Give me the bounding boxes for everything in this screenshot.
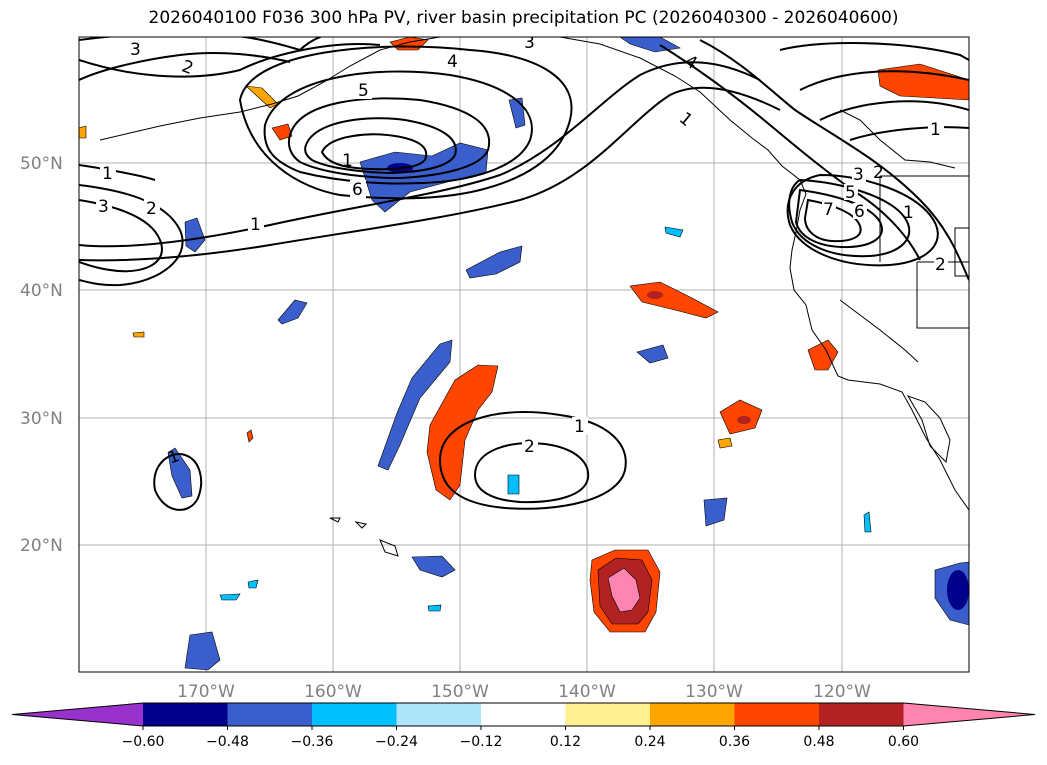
map-title: 2026040100 F036 300 hPa PV, river basin … — [148, 8, 899, 28]
precip-positive-area — [426, 364, 499, 501]
gridlines — [79, 37, 969, 672]
colorbar-tick-label: −0.24 — [375, 734, 418, 750]
colorbar-tick-label: 0.12 — [550, 734, 581, 750]
precip-positive-area — [717, 437, 733, 449]
precip-strong-positive-area — [647, 291, 663, 299]
precip-negative-area — [863, 511, 872, 533]
colorbar-swatch — [819, 703, 904, 726]
lon-label: 130°W — [685, 682, 743, 702]
lon-label: 150°W — [431, 682, 489, 702]
lon-label: 170°W — [177, 682, 235, 702]
precip-negative-area — [377, 339, 453, 471]
colorbar-swatch — [312, 703, 397, 726]
contour-label: 6 — [854, 202, 865, 222]
precip-negative-area — [219, 593, 241, 601]
contour-label: 1 — [675, 108, 696, 130]
precip-positive-area — [79, 125, 87, 139]
colorbar-swatch — [396, 703, 482, 726]
contour-label: 5 — [845, 183, 856, 203]
precip-positive-area — [877, 63, 969, 101]
colorbar-swatch — [650, 703, 735, 726]
lon-label: 140°W — [558, 682, 616, 702]
pv-contours — [79, 37, 969, 511]
colorbar-tick-label: 0.48 — [803, 734, 834, 750]
precip-negative-area — [664, 226, 684, 238]
contour-label: 1 — [574, 417, 585, 437]
precip-negative-area — [507, 474, 520, 495]
contour-label: 7 — [823, 200, 834, 220]
precip-negative-area — [184, 631, 221, 671]
colorbar-tick-label: 0.24 — [634, 734, 665, 750]
precip-positive-area — [807, 339, 839, 371]
precip-positive-area — [389, 37, 429, 51]
contour-label: 3 — [98, 197, 109, 217]
contour-label: 1 — [250, 215, 261, 235]
precip-negative-area — [277, 299, 308, 325]
colorbar-tick-label: 0.60 — [888, 734, 919, 750]
contour-label: 2 — [524, 437, 535, 457]
contour-label: 1 — [102, 164, 113, 184]
colorbar: −0.60 −0.48 −0.36 −0.24 −0.12 0.12 0.24 0.36 0.4… — [11, 702, 1036, 750]
contour-label: 2 — [146, 199, 157, 219]
precip-negative-area — [619, 37, 681, 53]
precip-negative-area — [508, 97, 526, 129]
precip-negative-area — [184, 217, 206, 253]
lat-label: 20°N — [20, 536, 63, 556]
precip-negative-area — [167, 447, 193, 499]
lat-label: 40°N — [20, 281, 63, 301]
precip-negative-area — [427, 604, 442, 612]
precip-positive-area — [629, 281, 719, 319]
contour-label: 2 — [873, 163, 884, 183]
contour-label: 3 — [853, 165, 864, 185]
precip-pc-field — [79, 37, 969, 671]
colorbar-tick-label: −0.36 — [291, 734, 334, 750]
contour-label: 2 — [935, 255, 946, 275]
precip-positive-area — [246, 429, 254, 443]
precip-positive-area — [271, 123, 293, 141]
colorbar-swatch — [565, 703, 651, 726]
colorbar-swatch — [12, 703, 143, 726]
map-frame — [78, 36, 970, 673]
lat-label: 30°N — [20, 409, 63, 429]
contour-label: 6 — [352, 180, 363, 200]
colorbar-tick-label: −0.48 — [206, 734, 249, 750]
coastlines — [99, 37, 969, 557]
precip-negative-area — [465, 245, 523, 279]
colorbar-tick-label: −0.12 — [460, 734, 503, 750]
precip-negative-area — [247, 579, 259, 589]
lat-label: 50°N — [20, 154, 63, 174]
precip-strong-negative-area — [947, 570, 969, 610]
precip-very-strong-positive-area — [607, 567, 641, 613]
precip-negative-area — [636, 344, 669, 364]
latitude-axis: 50°N 40°N 30°N 20°N — [20, 154, 63, 556]
contour-label: 3 — [524, 33, 535, 53]
colorbar-tick-label: −0.60 — [122, 734, 165, 750]
precip-negative-area — [703, 497, 728, 527]
colorbar-swatch — [143, 703, 228, 726]
longitude-axis: 170°W 160°W 150°W 140°W 130°W 120°W — [177, 682, 871, 702]
contour-label: 3 — [130, 40, 141, 60]
precip-negative-area — [411, 555, 456, 578]
lon-label: 160°W — [304, 682, 362, 702]
map-content: 3 2 4 5 3 1 6 1 3 2 1 4 1 1 3 2 — [79, 33, 969, 672]
contour-label: 5 — [358, 81, 369, 101]
precip-positive-area — [132, 331, 145, 338]
contour-label: 4 — [447, 52, 458, 72]
precip-positive-area — [245, 85, 279, 109]
contour-label: 1 — [342, 151, 353, 171]
colorbar-swatch — [734, 703, 820, 726]
contour-label: 1 — [903, 203, 914, 223]
contour-label: 1 — [930, 120, 941, 140]
colorbar-swatch — [481, 703, 566, 726]
precip-strong-positive-area — [737, 416, 751, 424]
lon-label: 120°W — [813, 682, 871, 702]
colorbar-tick-label: 0.36 — [719, 734, 750, 750]
colorbar-swatch — [227, 703, 313, 726]
colorbar-swatch — [903, 703, 1035, 726]
